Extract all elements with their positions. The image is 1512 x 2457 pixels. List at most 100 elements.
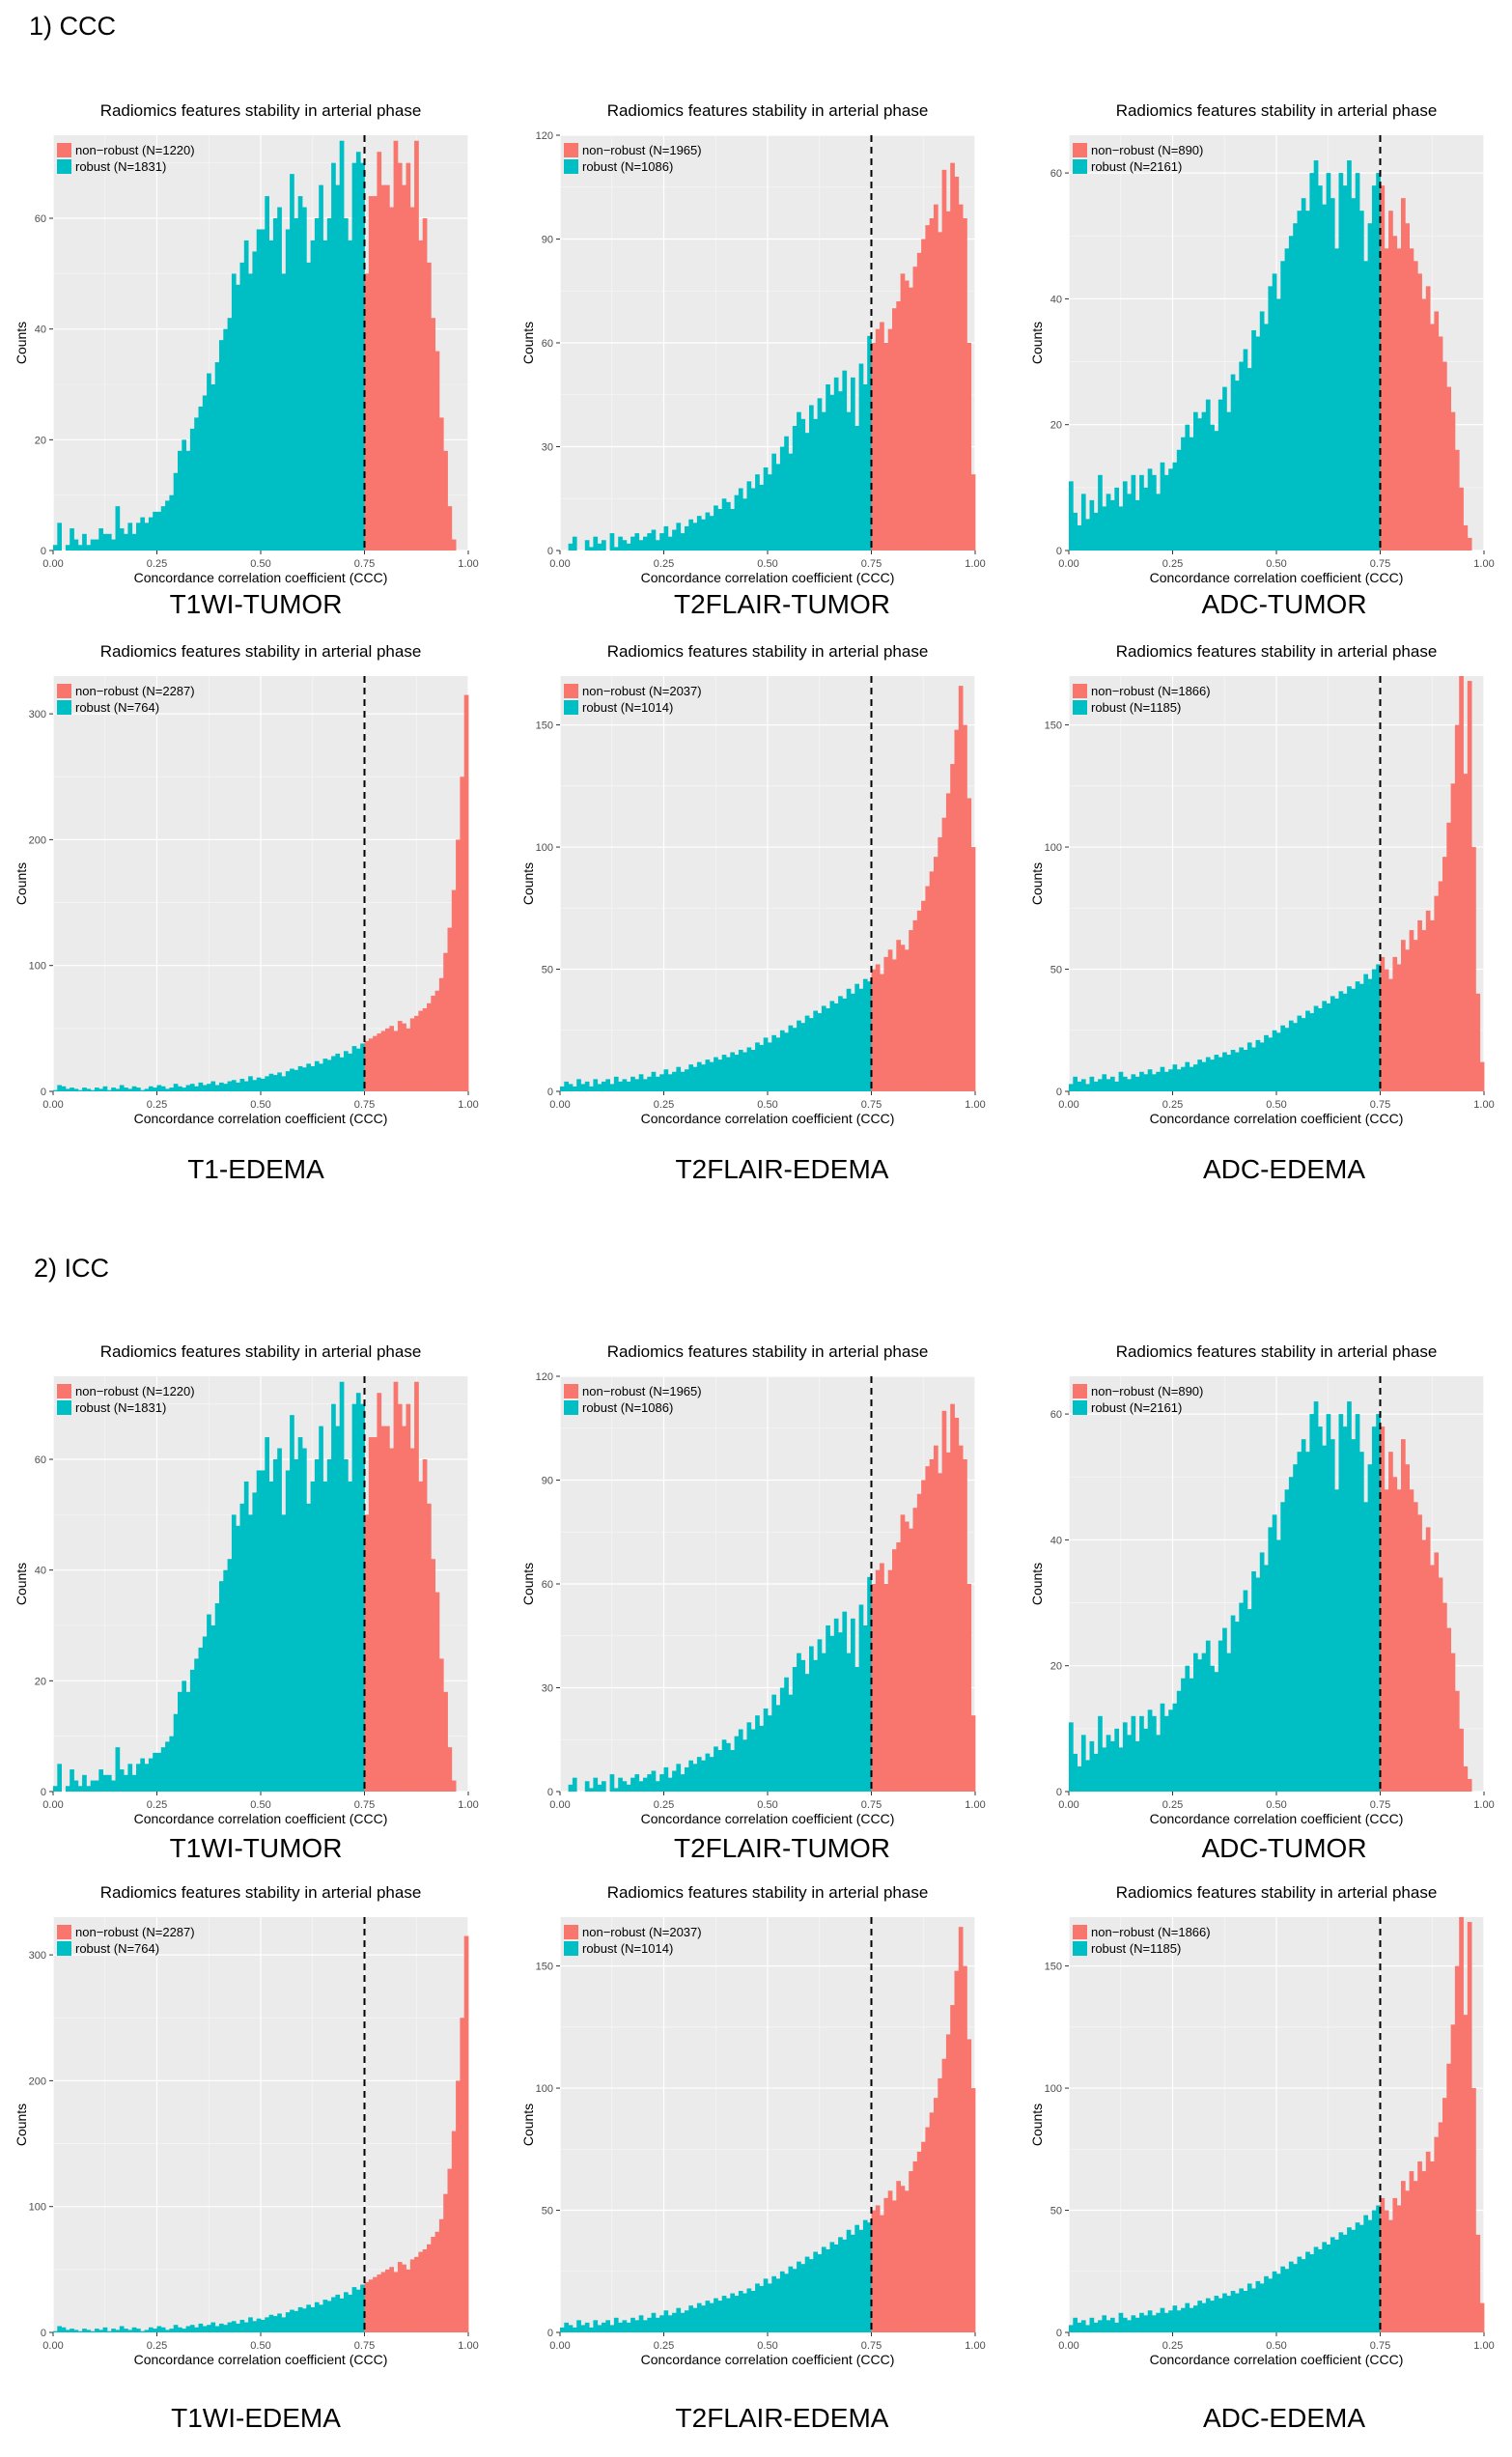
histogram-bar xyxy=(223,1569,228,1792)
histogram-bar xyxy=(688,1064,693,1091)
histogram-bar xyxy=(214,2326,220,2332)
histogram-bar xyxy=(1147,468,1153,551)
y-tick-label: 0 xyxy=(547,1787,553,1798)
histogram-bar xyxy=(788,453,794,551)
legend-label: non−robust (N=2287) xyxy=(75,1925,195,1939)
x-tick-label: 0.25 xyxy=(1162,1799,1183,1811)
x-tick-label: 0.75 xyxy=(861,2340,882,2352)
histogram-bar xyxy=(402,2264,406,2332)
histogram-bar xyxy=(838,2237,843,2332)
histogram-bar xyxy=(57,2326,62,2332)
histogram-bar xyxy=(1080,494,1086,551)
histogram-bar xyxy=(800,1659,806,1792)
histogram-chart: Radiomics features stability in arterial… xyxy=(520,101,986,585)
histogram-bar xyxy=(136,1087,141,1091)
histogram-bar xyxy=(892,1549,897,1792)
histogram-bar xyxy=(1442,857,1447,1091)
histogram-bar xyxy=(667,1777,673,1792)
histogram-bar xyxy=(833,1618,839,1792)
histogram-bar xyxy=(738,1729,743,1792)
histogram-bar xyxy=(173,1713,179,1792)
histogram-bar xyxy=(70,1769,74,1792)
histogram-bar xyxy=(1459,1728,1464,1792)
histogram-bar xyxy=(1210,1059,1215,1091)
y-tick-label: 60 xyxy=(35,213,46,225)
histogram-bar xyxy=(829,1635,835,1792)
x-axis-label: Concordance correlation coefficient (CCC… xyxy=(641,570,895,585)
histogram-bar xyxy=(1330,198,1335,551)
histogram-bar xyxy=(1131,1715,1136,1792)
histogram-bar xyxy=(290,1415,294,1792)
histogram-bar xyxy=(194,1658,199,1792)
histogram-bar xyxy=(597,1084,602,1091)
histogram-bar xyxy=(1073,1753,1078,1792)
histogram-bar xyxy=(322,240,328,551)
histogram-bar xyxy=(750,1729,756,1792)
histogram-bar xyxy=(755,2283,760,2332)
histogram-bar xyxy=(1181,1066,1186,1091)
histogram-bar xyxy=(214,362,220,551)
histogram-bar xyxy=(447,927,453,1091)
histogram-bar xyxy=(862,2219,868,2332)
histogram-bar xyxy=(115,2330,121,2332)
x-axis-label: Concordance correlation coefficient (CCC… xyxy=(641,2352,895,2367)
histogram-bar xyxy=(730,1052,735,1091)
histogram-bar xyxy=(1409,930,1414,1091)
histogram-bar xyxy=(355,1393,361,1792)
histogram-bar xyxy=(290,1068,294,1091)
histogram-bar xyxy=(1251,1570,1256,1792)
histogram-bar xyxy=(106,1774,112,1792)
histogram-bar xyxy=(846,2229,852,2332)
histogram-bar xyxy=(788,2266,794,2332)
histogram-panel-icc-t1wi-edema: Radiomics features stability in arterial… xyxy=(14,1874,488,2367)
histogram-bar xyxy=(124,533,128,551)
histogram-bar xyxy=(406,1403,411,1792)
histogram-bar xyxy=(95,2329,99,2332)
histogram-bar xyxy=(148,517,154,551)
histogram-bar xyxy=(1309,173,1315,551)
histogram-bar xyxy=(1193,1652,1198,1792)
legend-swatch xyxy=(564,684,578,698)
histogram-bar xyxy=(111,539,116,551)
histogram-bar xyxy=(463,694,469,1091)
histogram-bar xyxy=(1359,983,1364,1091)
histogram-bar xyxy=(1318,1008,1323,1091)
histogram-bar xyxy=(667,2315,673,2332)
histogram-bar xyxy=(634,533,640,551)
x-tick-label: 0.50 xyxy=(1266,1799,1286,1811)
histogram-bar xyxy=(1197,1659,1202,1792)
histogram-bar xyxy=(243,240,249,551)
histogram-bar xyxy=(265,2317,269,2332)
histogram-bar xyxy=(726,2298,731,2332)
x-tick-label: 0.25 xyxy=(147,1099,167,1111)
histogram-bar xyxy=(867,2222,872,2332)
histogram-bar xyxy=(348,1481,352,1792)
histogram-bar xyxy=(892,308,897,551)
histogram-bar xyxy=(53,1786,58,1792)
histogram-bar xyxy=(925,886,931,1091)
panel-caption: ADC-EDEMA xyxy=(1202,2403,1365,2433)
histogram-bar xyxy=(651,1770,657,1792)
histogram-bar xyxy=(672,1770,677,1792)
histogram-bar xyxy=(651,1071,657,1091)
histogram-bar xyxy=(904,949,910,1091)
histogram-bar xyxy=(1454,449,1460,551)
histogram-bar xyxy=(1351,198,1357,551)
histogram-bar xyxy=(672,2312,677,2332)
histogram-bar xyxy=(256,229,262,551)
histogram-bar xyxy=(1243,349,1248,551)
histogram-bar xyxy=(252,1492,258,1792)
histogram-bar xyxy=(1214,1055,1219,1091)
histogram-bar xyxy=(854,1667,859,1792)
legend-swatch xyxy=(1073,159,1087,174)
histogram-bar xyxy=(1417,919,1422,1091)
histogram-bar xyxy=(389,207,394,551)
histogram-bar xyxy=(322,1059,328,1091)
histogram-bar xyxy=(106,1089,112,1091)
histogram-bar xyxy=(851,993,855,1091)
y-axis-label: Counts xyxy=(520,322,536,364)
histogram-bar xyxy=(659,1074,664,1091)
histogram-bar xyxy=(883,1584,889,1792)
histogram-bar xyxy=(966,1584,972,1792)
histogram-bar xyxy=(1110,1740,1115,1792)
